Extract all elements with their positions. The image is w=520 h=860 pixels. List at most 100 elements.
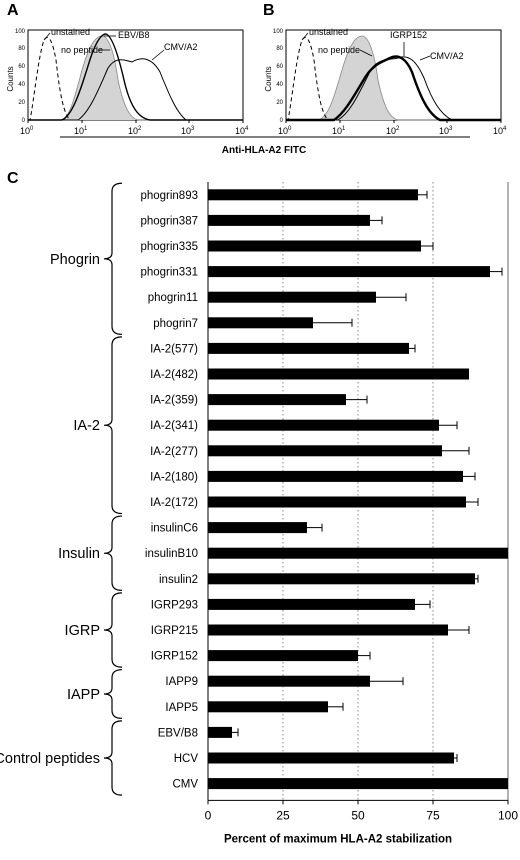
histogram-b-yticklabels: 0 20 40 60 80 100: [273, 29, 284, 124]
category-label: phogrin7: [153, 318, 198, 330]
bar: [208, 445, 442, 457]
bar: [208, 752, 454, 764]
annotation-leader: [419, 55, 431, 61]
category-label: IA-2(180): [150, 471, 198, 483]
group-brace: [103, 592, 123, 668]
bar: [208, 189, 418, 201]
y-tick-label: 40: [276, 82, 283, 88]
category-label: phogrin331: [140, 267, 198, 279]
bar: [208, 701, 328, 713]
stabilization-bar-chart: phogrin893 phogrin387 phogrin335 phogrin331…: [0, 182, 518, 845]
panel-label-c: C: [7, 170, 19, 187]
x-axis-title: Percent of maximum HLA-A2 stabilization: [224, 833, 452, 845]
x-tick-label: 50: [351, 808, 365, 822]
y-tick-label: 100: [15, 29, 26, 35]
histogram-b-cmv-curve: [286, 56, 501, 121]
label-cmv: CMV/A2: [430, 51, 464, 61]
category-label: IA-2(341): [150, 420, 198, 432]
bar: [208, 317, 313, 329]
group-label: IAPP: [67, 687, 100, 703]
y-tick-label: 20: [18, 100, 25, 106]
flow-histogram-panels: Counts 0 20 40 60 80 100 100 101 102 103…: [6, 27, 507, 156]
histogram-b-xticklabels: 100 101 102 103 104: [278, 126, 507, 136]
category-label: insulin2: [159, 574, 198, 586]
annotation-leader: [359, 49, 373, 57]
x-tick-label: 100: [20, 126, 34, 136]
bar: [208, 573, 475, 585]
histogram-b-igrp-curve: [286, 55, 501, 122]
histogram-b: Counts 0 20 40 60 80 100 100 101 102 103…: [264, 27, 507, 136]
category-label: IGRP215: [151, 625, 198, 637]
histogram-b-frame: [285, 29, 502, 121]
bar: [208, 547, 508, 559]
histogram-a-yticklabels: 0 20 40 60 80 100: [15, 29, 26, 124]
category-label: phogrin387: [140, 215, 198, 227]
group-label: Insulin: [58, 546, 100, 562]
annotation-leader: [43, 32, 51, 41]
histogram-a-ebv-curve: [28, 33, 243, 121]
bar: [208, 240, 421, 252]
histogram-a-ylabel: Counts: [6, 66, 15, 91]
group-label: Control peptides: [0, 751, 100, 767]
x-tick-label: 101: [332, 126, 346, 136]
histogram-a-frame: [27, 29, 244, 121]
category-label: IGRP293: [151, 599, 198, 611]
category-label: insulinC6: [151, 523, 198, 535]
histogram-b-labels: unstained IGRP152 no peptide CMV/A2: [309, 27, 464, 61]
bar: [208, 778, 508, 790]
bar: [208, 266, 490, 278]
group-label: IA-2: [73, 418, 100, 434]
category-label: IA-2(172): [150, 497, 198, 509]
y-tick-label: 100: [273, 29, 284, 35]
x-tick-label: 0: [205, 808, 212, 822]
x-tick-label: 103: [181, 126, 195, 136]
bar: [208, 394, 346, 406]
category-label: phogrin893: [140, 190, 198, 202]
x-tick-label: 100: [498, 808, 518, 822]
category-label: IAPP5: [165, 702, 198, 714]
category-label: phogrin335: [140, 241, 198, 253]
group-brace: [103, 182, 123, 335]
bar: [208, 214, 370, 226]
x-tick-label: 104: [235, 126, 249, 136]
histogram-b-no-peptide-curve: [286, 35, 501, 121]
annotation-leader: [301, 32, 309, 41]
x-tick-label: 75: [426, 808, 440, 822]
bar: [208, 470, 463, 482]
label-unstained: unstained: [309, 27, 348, 37]
histogram-a-xticklabels: 100 101 102 103 104: [20, 126, 249, 136]
histogram-b-unstained-curve: [286, 37, 329, 121]
label-unstained: unstained: [51, 27, 90, 37]
label-no-peptide: no peptide: [61, 45, 103, 55]
bar: [208, 726, 232, 738]
histogram-a-cmv-curve: [28, 58, 243, 121]
y-tick-label: 60: [276, 64, 283, 70]
y-tick-label: 40: [18, 82, 25, 88]
y-tick-label: 0: [22, 118, 26, 124]
category-label: IA-2(577): [150, 343, 198, 355]
category-label: HCV: [174, 753, 199, 765]
histogram-a: Counts 0 20 40 60 80 100 100 101 102 103…: [6, 27, 249, 136]
panel-label-b: B: [263, 2, 275, 19]
group-brace: [103, 669, 123, 719]
category-label: IGRP152: [151, 651, 198, 663]
bar: [208, 624, 448, 636]
group-label: Phogrin: [50, 252, 100, 268]
category-label: IA-2(359): [150, 395, 198, 407]
x-tick-label: 104: [493, 126, 507, 136]
bar: [208, 522, 307, 534]
annotation-leader: [151, 49, 165, 61]
x-tick-label: 102: [386, 126, 400, 136]
label-ebv: EBV/B8: [118, 30, 150, 40]
label-cmv: CMV/A2: [164, 42, 198, 52]
bar: [208, 675, 370, 687]
category-label: CMV: [172, 779, 198, 791]
bar: [208, 496, 466, 508]
x-tick-label: 25: [276, 808, 290, 822]
category-label: IA-2(277): [150, 446, 198, 458]
x-tick-label: 103: [439, 126, 453, 136]
shared-xlabel: Anti-HLA-A2 FITC: [222, 145, 306, 156]
group-brace: [103, 336, 123, 515]
group-brace: [103, 515, 123, 591]
y-tick-label: 60: [18, 64, 25, 70]
